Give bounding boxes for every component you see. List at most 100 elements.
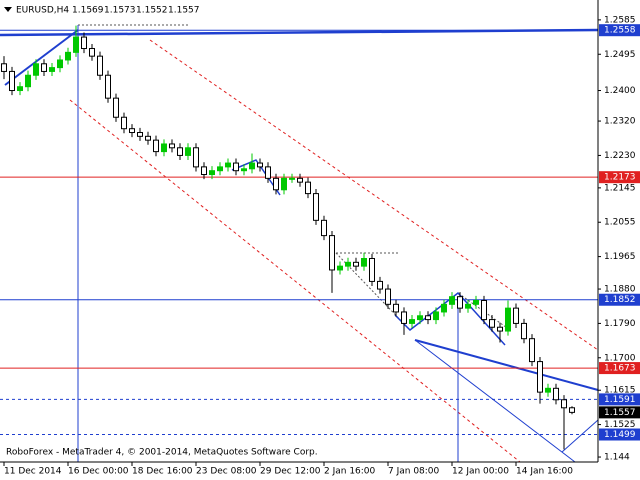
y-tick-label: 1.1700 (604, 353, 636, 363)
candle-body (177, 147, 183, 156)
candle-body (1, 63, 7, 72)
menu-arrow[interactable] (4, 7, 12, 12)
y-tick-label: 1.144 (604, 453, 630, 463)
candle-body (153, 139, 159, 153)
wave-line (231, 159, 281, 196)
candle-body (305, 181, 311, 195)
candle-body (201, 166, 207, 176)
y-tick-label: 1.2230 (604, 151, 636, 161)
candle-body (145, 135, 151, 141)
y-tick-label: 1.1525 (604, 420, 636, 430)
level-box (599, 171, 640, 184)
candle-body (513, 307, 519, 324)
level-label: 1.1852 (604, 295, 636, 305)
trend-line (414, 339, 599, 391)
x-tick-label: 12 Jan 00:00 (452, 467, 509, 477)
ohlc-header: 1.1569 1.1573 1.1552 1.1557 (72, 6, 200, 16)
candle-body (17, 86, 23, 92)
level-box (599, 362, 640, 375)
candle-body (137, 132, 143, 137)
level-box (599, 428, 640, 441)
candle-body (417, 315, 423, 321)
candle-body (441, 303, 447, 313)
candle-body (161, 143, 167, 153)
y-tick-label: 1.2495 (604, 50, 636, 60)
header-close: 1.1557 (168, 6, 200, 16)
candle-body (217, 166, 223, 172)
candle-body (337, 265, 343, 271)
level-label: 1.1499 (604, 430, 636, 440)
candle-body (393, 303, 399, 313)
level-box (599, 293, 640, 306)
level-box (599, 24, 640, 37)
level-label: 1.1673 (604, 364, 636, 374)
y-tick-label: 1.1965 (604, 252, 636, 262)
candle-body (97, 55, 103, 76)
header-low: 1.1552 (136, 6, 168, 16)
candle-body (561, 399, 567, 409)
level-label: 1.2558 (604, 26, 636, 36)
candle-body (369, 258, 375, 282)
candle-body (321, 219, 327, 237)
y-tick-label: 1.2585 (604, 15, 636, 25)
candle-body (569, 407, 575, 413)
candle-body (73, 36, 79, 53)
x-tick-label: 2 Jan 16:00 (324, 467, 376, 477)
candle-body (257, 162, 263, 168)
x-tick-label: 14 Jan 16:00 (516, 467, 573, 477)
channel-line (149, 39, 599, 351)
candle-body (473, 300, 479, 305)
candle-body (169, 143, 175, 149)
candle-body (49, 67, 55, 72)
candle-body (65, 51, 71, 61)
candle-body (281, 177, 287, 191)
x-tick-label: 11 Dec 2014 (4, 467, 62, 477)
candle-body (9, 70, 15, 92)
y-tick-label: 1.1880 (604, 285, 636, 295)
last-price-label: 1.1557 (604, 408, 636, 418)
candle-body (105, 74, 111, 99)
last-price-box (599, 406, 640, 419)
y-tick-label: 1.2055 (604, 218, 636, 228)
trend-line (0, 28, 599, 37)
x-tick-label: 18 Dec 16:00 (132, 467, 193, 477)
candle-body (481, 300, 487, 321)
candle-body (345, 261, 351, 267)
candle-body (33, 63, 39, 76)
candle-body (449, 296, 455, 305)
candle-body (401, 311, 407, 324)
candle-body (385, 288, 391, 305)
candle-body (129, 128, 135, 134)
candle-body (425, 315, 431, 321)
x-tick-label: 16 Dec 00:00 (68, 467, 129, 477)
candle-body (193, 147, 199, 168)
candle-body (121, 116, 127, 130)
candle-body (209, 170, 215, 176)
candle-body (433, 311, 439, 321)
candle-body (457, 296, 463, 309)
candle-body (537, 361, 543, 393)
candle-body (545, 387, 551, 393)
candle-body (409, 319, 415, 324)
y-tick-label: 1.2400 (604, 86, 636, 96)
x-tick-label: 23 Dec 08:00 (196, 467, 257, 477)
candle-body (553, 387, 559, 401)
level-label: 1.1591 (604, 395, 636, 405)
header-open: 1.1569 (72, 6, 104, 16)
candles (1, 25, 575, 450)
x-tick-label: 7 Jan 08:00 (388, 467, 440, 477)
trend-line (561, 419, 599, 453)
footer: RoboForex - MetaTrader 4, © 2001-2014, M… (6, 448, 318, 458)
candle-body (297, 177, 303, 183)
candle-body (185, 147, 191, 156)
y-tick-label: 1.1790 (604, 319, 636, 329)
level-box (599, 393, 640, 406)
candle-body (361, 258, 367, 267)
candle-body (241, 168, 247, 172)
candle-body (521, 322, 527, 340)
channel-line (69, 99, 521, 463)
candle-body (465, 303, 471, 309)
trend-line (414, 339, 576, 463)
